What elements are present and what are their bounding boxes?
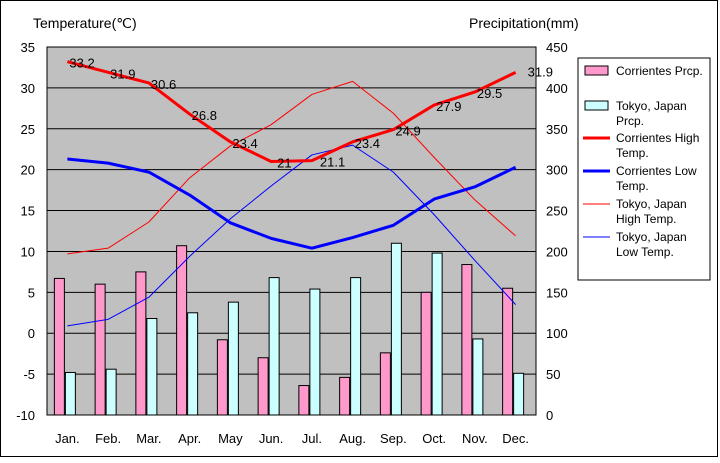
right-axis-label: Precipitation(mm) [469, 15, 579, 31]
bar [146, 318, 158, 416]
left-tick-label: 5 [28, 285, 35, 300]
left-axis-label: Temperature(℃) [33, 15, 137, 31]
bar [461, 264, 473, 416]
plot-border [46, 46, 537, 416]
left-tick-label: 30 [21, 81, 35, 96]
category-label: Apr. [178, 431, 201, 446]
legend-swatch [584, 65, 609, 76]
legend-label: Corrientes High [616, 131, 699, 145]
right-tick-label: 450 [546, 40, 568, 55]
left-tick-label: 0 [28, 326, 35, 341]
bar [513, 372, 525, 416]
data-label: 26.8 [192, 108, 217, 123]
legend-label: Prcp. [616, 114, 644, 128]
bar [257, 357, 269, 416]
bar [94, 283, 106, 416]
data-label: 31.9 [528, 64, 553, 79]
legend-label: Low Temp. [616, 245, 674, 259]
legend-label: Temp. [616, 146, 649, 160]
category-label: Nov. [462, 431, 488, 446]
right-tick-label: 300 [546, 163, 568, 178]
legend-label: Tokyo, Japan [616, 197, 687, 211]
bar [135, 271, 147, 416]
bar [176, 245, 188, 416]
legend-label: Temp. [616, 179, 649, 193]
right-tick-label: 50 [546, 367, 560, 382]
data-label: 29.5 [477, 86, 502, 101]
bar [339, 376, 351, 416]
left-tick-label: -5 [23, 367, 35, 382]
category-label: Jan. [55, 431, 80, 446]
left-tick-label: 15 [21, 204, 35, 219]
legend-box [577, 57, 711, 281]
data-label: 31.9 [110, 66, 135, 81]
bar [309, 288, 321, 416]
left-tick-label: -10 [16, 408, 35, 423]
category-label: Dec. [502, 431, 529, 446]
bar [53, 277, 65, 416]
category-label: Jul. [302, 431, 322, 446]
bar [187, 312, 199, 416]
bar [379, 352, 391, 416]
data-label: 23.4 [232, 136, 257, 151]
data-label: 33.2 [69, 56, 94, 71]
legend-label: Tokyo, Japan [616, 99, 687, 113]
bar [472, 338, 484, 416]
series-line [66, 60, 517, 163]
right-tick-label: 350 [546, 122, 568, 137]
right-tick-label: 150 [546, 285, 568, 300]
legend-label: High Temp. [616, 212, 676, 226]
left-tick-label: 20 [21, 163, 35, 178]
right-tick-label: 200 [546, 244, 568, 259]
right-tick-label: 400 [546, 81, 568, 96]
bar [268, 277, 280, 416]
category-label: Sep. [380, 431, 407, 446]
plot-area: 35302520151050-5-10450400350300250200150… [16, 40, 568, 446]
category-label: Aug. [339, 431, 366, 446]
left-tick-label: 25 [21, 122, 35, 137]
category-label: May [218, 431, 243, 446]
data-label: 21 [277, 155, 291, 170]
bar [105, 368, 117, 416]
category-label: Mar. [136, 431, 161, 446]
data-label: 24.9 [395, 124, 420, 139]
data-label: 21.1 [320, 155, 345, 170]
series-line [67, 80, 516, 255]
bar [227, 301, 239, 416]
bar [390, 242, 402, 416]
right-tick-label: 0 [546, 408, 553, 423]
category-label: Jun. [259, 431, 284, 446]
left-tick-label: 35 [21, 40, 35, 55]
legend-swatch [584, 100, 609, 111]
left-tick-label: 10 [21, 244, 35, 259]
bar [350, 277, 362, 416]
bar [420, 291, 432, 416]
bar [216, 339, 228, 416]
legend-label: Tokyo, Japan [616, 230, 687, 244]
series-line [67, 157, 517, 250]
bar [298, 385, 310, 416]
data-label: 23.4 [355, 136, 380, 151]
legend-label: Corrientes Low [616, 164, 697, 178]
bar [64, 371, 76, 416]
data-label: 30.6 [151, 77, 176, 92]
right-tick-label: 250 [546, 204, 568, 219]
category-label: Feb. [95, 431, 121, 446]
bar [502, 287, 514, 416]
legend-label: Corrientes Prcp. [616, 64, 703, 78]
data-label: 27.9 [436, 99, 461, 114]
series-line [67, 144, 516, 327]
plot-background [47, 47, 536, 415]
right-tick-label: 100 [546, 326, 568, 341]
legend: Corrientes Prcp.Tokyo, JapanPrcp.Corrien… [577, 57, 711, 281]
category-label: Oct. [422, 431, 446, 446]
bar [431, 252, 443, 416]
